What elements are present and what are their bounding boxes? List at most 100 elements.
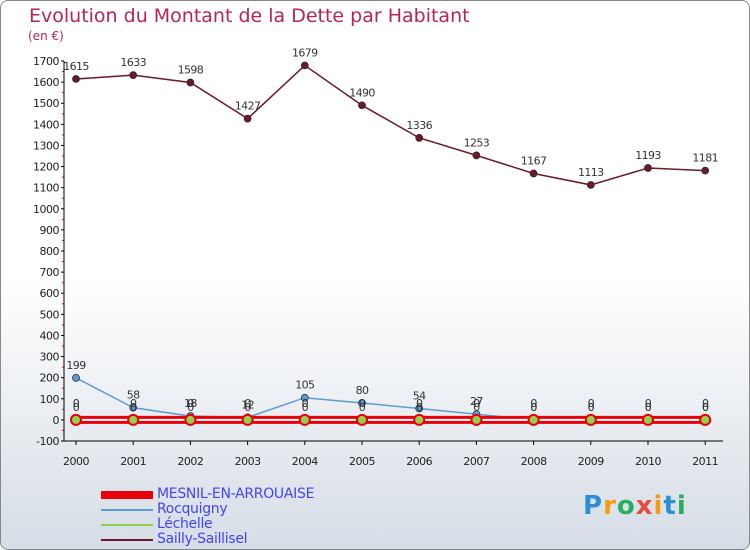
data-point bbox=[701, 166, 710, 175]
y-tick-label: 1400 bbox=[33, 118, 59, 131]
data-point bbox=[300, 393, 309, 402]
data-label: 1633 bbox=[120, 56, 146, 69]
data-point bbox=[470, 413, 483, 426]
y-tick-label: 1300 bbox=[33, 139, 59, 152]
data-label: 1113 bbox=[578, 166, 604, 179]
data-point bbox=[699, 413, 712, 426]
data-label: 54 bbox=[413, 389, 426, 402]
data-label: 0 bbox=[530, 397, 537, 410]
data-label: 1679 bbox=[292, 46, 318, 59]
data-point bbox=[529, 169, 538, 178]
data-point bbox=[241, 413, 254, 426]
data-point bbox=[584, 413, 597, 426]
data-label: 0 bbox=[244, 397, 251, 410]
data-point bbox=[129, 71, 138, 79]
data-point bbox=[527, 413, 540, 426]
x-tick-label: 2005 bbox=[349, 455, 375, 468]
data-label: 0 bbox=[702, 397, 709, 410]
legend-label: Rocquigny bbox=[157, 501, 228, 517]
data-point bbox=[72, 374, 80, 382]
data-label: 0 bbox=[588, 401, 595, 414]
data-label: 0 bbox=[645, 397, 652, 410]
data-label: 1181 bbox=[692, 152, 718, 165]
data-point bbox=[358, 101, 366, 110]
data-label: 0 bbox=[645, 401, 652, 414]
data-point bbox=[243, 114, 252, 123]
data-point bbox=[586, 181, 595, 189]
data-point bbox=[356, 413, 368, 426]
data-label: 12 bbox=[241, 398, 254, 411]
legend-item: Sailly-Saillisel bbox=[101, 532, 314, 547]
data-label: 1336 bbox=[406, 119, 432, 132]
series-line-rocquigny bbox=[75, 377, 706, 421]
y-tick-label: 800 bbox=[40, 245, 60, 258]
data-label: 18 bbox=[184, 397, 197, 410]
y-tick-label: 100 bbox=[40, 393, 60, 406]
y-tick-label: 700 bbox=[40, 266, 60, 279]
data-label: 0 bbox=[645, 401, 652, 414]
y-tick-label: 1200 bbox=[33, 161, 59, 174]
x-tick-label: 2006 bbox=[406, 455, 432, 468]
x-tick-label: 2010 bbox=[635, 455, 661, 468]
data-point bbox=[184, 413, 197, 426]
data-point bbox=[298, 413, 311, 426]
brand-logo: Proxiti bbox=[583, 491, 687, 521]
x-tick-label: 2002 bbox=[177, 455, 203, 468]
y-tick-label: 1700 bbox=[33, 55, 59, 68]
data-label: 1427 bbox=[235, 100, 261, 113]
logo-letter: x bbox=[635, 491, 654, 521]
logo-letter: i bbox=[653, 491, 664, 521]
data-label: 1167 bbox=[521, 155, 547, 168]
data-label: 0 bbox=[73, 397, 80, 410]
x-tick-label: 2000 bbox=[63, 455, 89, 468]
legend-label: Léchelle bbox=[157, 516, 213, 532]
data-point bbox=[644, 164, 652, 172]
logo-letter: r bbox=[603, 491, 617, 521]
x-tick-label: 2009 bbox=[578, 455, 604, 468]
x-tick-label: 2011 bbox=[692, 455, 718, 468]
data-label: 0 bbox=[187, 401, 194, 414]
x-tick-label: 2007 bbox=[463, 455, 489, 468]
data-point bbox=[413, 413, 426, 426]
y-tick-label: 400 bbox=[40, 329, 60, 342]
legend-swatch bbox=[101, 538, 153, 541]
y-tick-label: 1000 bbox=[33, 203, 59, 216]
data-point bbox=[415, 133, 424, 142]
chart-legend: MESNIL-EN-ARROUAISE Rocquigny Léchelle Sail… bbox=[101, 487, 314, 547]
x-tick-label: 2008 bbox=[521, 455, 547, 468]
data-point bbox=[127, 413, 140, 426]
data-label: 0 bbox=[130, 397, 137, 410]
data-point bbox=[300, 61, 309, 70]
chart-unit: (en €) bbox=[28, 29, 64, 43]
data-label: 199 bbox=[66, 359, 86, 372]
data-label: 0 bbox=[302, 397, 309, 410]
data-label: 80 bbox=[356, 384, 369, 397]
data-label: 0 bbox=[416, 397, 423, 410]
data-label: 27 bbox=[470, 395, 483, 408]
x-tick-label: 2003 bbox=[235, 455, 261, 468]
data-label: 0 bbox=[187, 397, 194, 410]
y-tick-label: 1500 bbox=[33, 97, 59, 110]
data-label: 1615 bbox=[63, 60, 89, 73]
data-label: 0 bbox=[473, 397, 480, 410]
logo-letter: t bbox=[663, 491, 677, 521]
data-label: 0 bbox=[130, 401, 137, 414]
y-tick-label: 300 bbox=[40, 351, 60, 364]
data-label: 0 bbox=[702, 401, 709, 414]
data-label: 0 bbox=[702, 401, 709, 414]
data-label: 0 bbox=[530, 401, 537, 414]
data-label: 0 bbox=[244, 401, 251, 414]
data-label: 0 bbox=[416, 401, 423, 414]
data-label: 0 bbox=[473, 401, 480, 414]
legend-swatch bbox=[101, 508, 153, 511]
data-label: 1193 bbox=[635, 149, 661, 162]
data-label: 1490 bbox=[349, 86, 375, 99]
data-label: 0 bbox=[530, 401, 537, 414]
logo-letter: P bbox=[583, 491, 604, 521]
legend-swatch bbox=[101, 523, 153, 526]
data-label: 0 bbox=[588, 397, 595, 410]
data-point bbox=[186, 78, 195, 87]
y-tick-label: 1100 bbox=[33, 182, 59, 195]
